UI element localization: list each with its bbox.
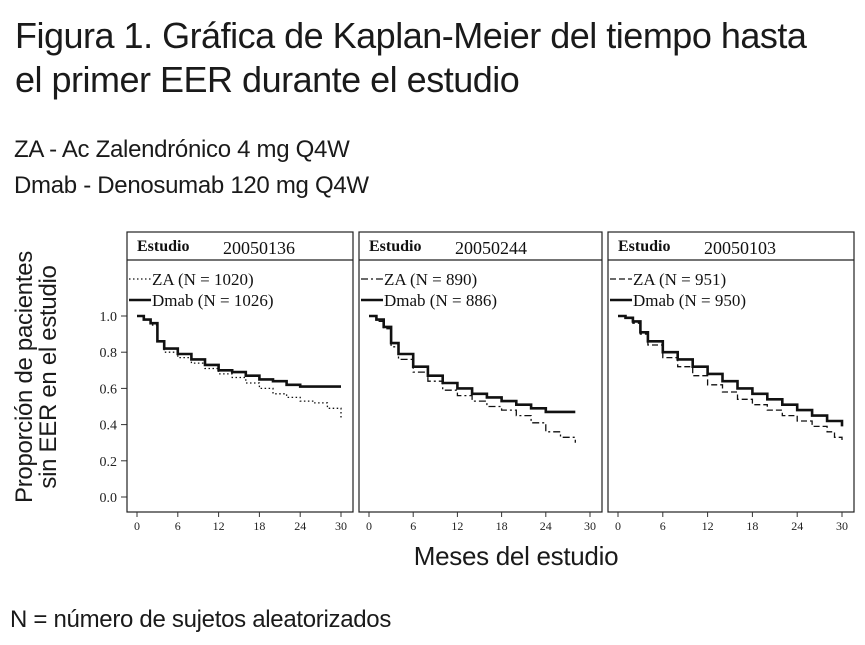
x-tick-label: 12	[702, 519, 714, 533]
x-axis-label: Meses del estudio	[413, 541, 619, 571]
legend-entry: Dmab (N = 886)	[384, 291, 497, 310]
panel-frame	[358, 231, 603, 513]
x-tick-label: 0	[615, 519, 621, 533]
y-tick-label: 1.0	[100, 310, 118, 325]
legend-entry: Dmab (N = 950)	[633, 291, 746, 310]
x-tick-label: 30	[335, 519, 347, 533]
x-tick-label: 6	[660, 519, 666, 533]
km-curve-za	[618, 315, 843, 443]
legend-entry: ZA (N = 890)	[384, 270, 477, 289]
panel-strip-label: Estudio	[618, 238, 670, 255]
x-tick-label: 18	[496, 519, 508, 533]
x-tick-label: 6	[175, 519, 181, 533]
figure-title-line-2: el primer EER durante el estudio	[15, 59, 520, 100]
km-curve-za	[369, 315, 576, 443]
panel-strip-label: Estudio	[369, 238, 421, 255]
km-curve-za	[137, 315, 342, 420]
y-tick-label: 0.8	[100, 346, 118, 361]
x-tick-label: 30	[836, 519, 848, 533]
x-tick-label: 18	[746, 519, 758, 533]
x-tick-label: 0	[134, 519, 140, 533]
x-tick-label: 12	[451, 519, 463, 533]
figure-title-line-1: Figura 1. Gráfica de Kaplan-Meier del ti…	[15, 15, 807, 56]
y-tick-label: 0.2	[100, 455, 118, 470]
y-tick-label: 0.0	[100, 491, 118, 506]
panel-strip-number: 20050103	[704, 238, 776, 258]
panel-strip-number: 20050136	[223, 238, 295, 258]
y-tick-label: 0.4	[100, 419, 118, 434]
x-tick-label: 24	[294, 519, 306, 533]
km-curve-dmab	[618, 314, 844, 427]
x-tick-label: 24	[540, 519, 552, 533]
panel-frame	[126, 231, 354, 513]
x-tick-label: 6	[410, 519, 416, 533]
y-tick-label: 0.6	[100, 382, 118, 397]
abbreviation-dmab: Dmab - Denosumab 120 mg Q4W	[14, 172, 369, 199]
legend-entry: ZA (N = 1020)	[152, 270, 254, 289]
footnote: N = número de sujetos aleatorizados	[10, 606, 392, 633]
x-tick-label: 12	[213, 519, 225, 533]
figure-title: Figura 1. Gráfica de Kaplan-Meier del ti…	[15, 14, 807, 102]
abbreviation-za: ZA - Ac Zalendrónico 4 mg Q4W	[14, 136, 350, 163]
panel-frame	[607, 231, 855, 513]
legend-entry: ZA (N = 951)	[633, 270, 726, 289]
x-tick-label: 24	[791, 519, 803, 533]
x-tick-label: 30	[584, 519, 596, 533]
x-tick-label: 0	[366, 519, 372, 533]
km-curve-dmab	[137, 314, 341, 388]
panel-strip-number: 20050244	[455, 238, 527, 258]
panel-strip-label: Estudio	[137, 238, 189, 255]
x-tick-label: 18	[253, 519, 265, 533]
legend-entry: Dmab (N = 1026)	[152, 291, 273, 310]
km-curve-dmab	[369, 314, 576, 414]
